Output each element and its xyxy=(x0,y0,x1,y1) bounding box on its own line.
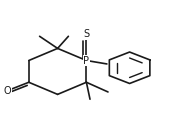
Text: S: S xyxy=(83,29,89,39)
Text: O: O xyxy=(3,86,11,96)
Text: P: P xyxy=(83,56,89,65)
